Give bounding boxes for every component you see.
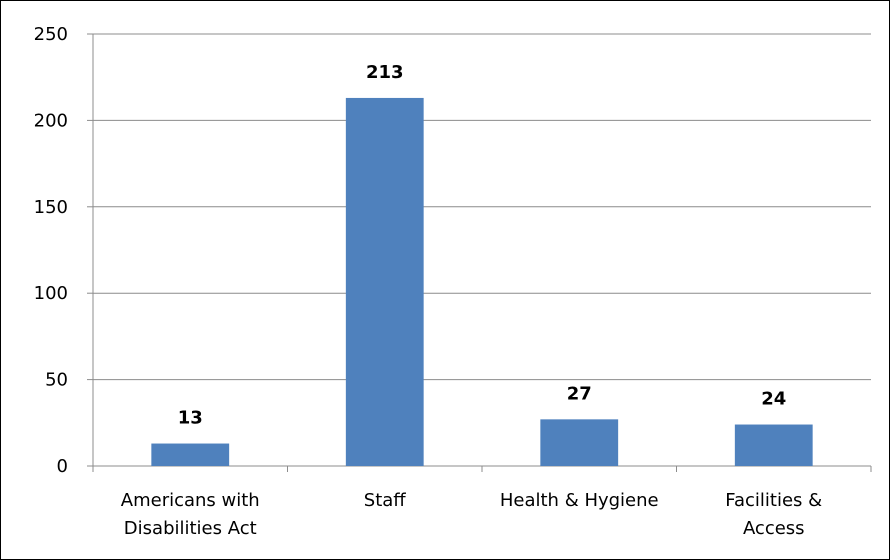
bar-0 [151,443,230,466]
category-label-3: Facilities & Access [725,490,822,539]
y-tick-label-200: 200 [34,110,68,131]
category-label-1: Staff [364,490,407,511]
category-label-2: Health & Hygiene [500,490,659,511]
y-tick-label-50: 50 [45,370,68,391]
data-label-0: 13 [178,408,203,429]
category-label-line: Americans with [121,490,260,511]
data-label-3: 24 [761,389,786,410]
category-label-line: Disabilities Act [124,518,257,539]
y-tick-label-100: 100 [34,283,68,304]
category-label-line: Health & Hygiene [500,490,659,511]
category-label-line: Facilities & [725,490,822,511]
data-label-2: 27 [567,383,592,404]
bar-2 [540,419,619,466]
bar-3 [734,424,813,466]
data-label-1: 213 [366,62,404,83]
category-label-line: Access [743,518,805,539]
y-tick-label-0: 0 [57,456,68,477]
category-label-line: Staff [364,490,407,511]
bar-1 [345,97,424,466]
y-tick-label-250: 250 [34,24,68,45]
y-tick-label-150: 150 [34,197,68,218]
category-label-0: Americans with Disabilities Act [121,490,260,539]
